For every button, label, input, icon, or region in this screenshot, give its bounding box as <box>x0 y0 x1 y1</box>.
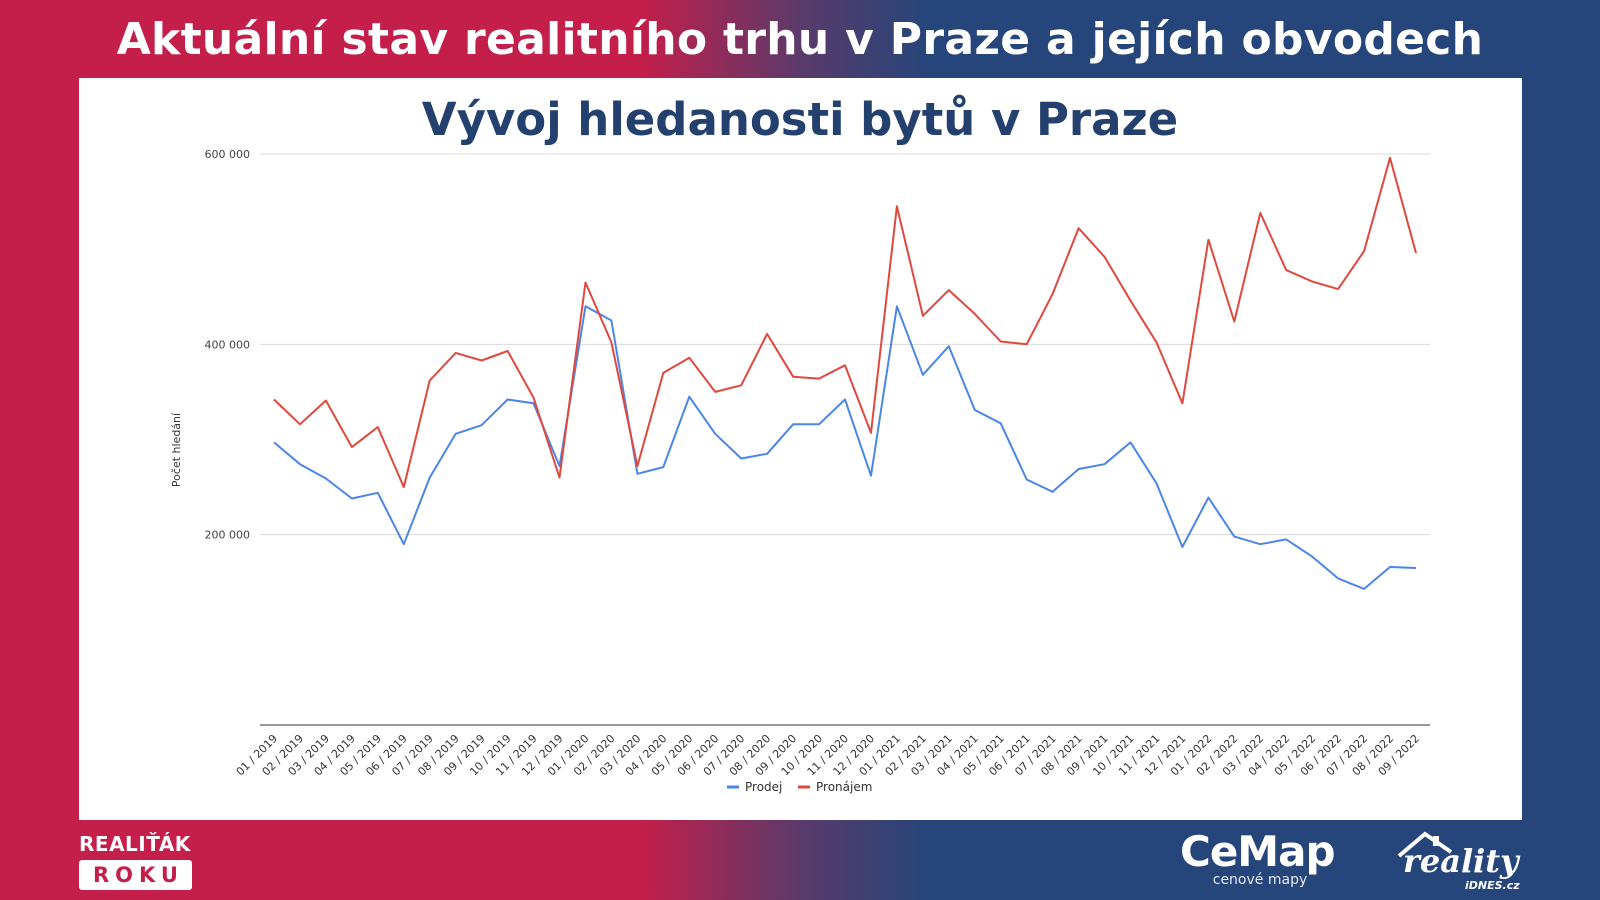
reality-logo-subtitle: iDNES.cz <box>1465 879 1520 892</box>
y-axis-label: Počet hledání <box>170 412 183 487</box>
grid-lines <box>260 153 1430 726</box>
reality-logo-name: reality <box>1403 842 1519 880</box>
chart-title: Vývoj hledanosti bytů v Praze <box>422 93 1178 146</box>
cemap-logo-subtitle: cenové mapy <box>1212 872 1308 888</box>
y-tick-label: 600 000 <box>205 148 251 161</box>
house-roof-icon <box>1397 831 1453 858</box>
y-tick-labels: 200 000 400 000 600 000 <box>205 148 251 542</box>
y-tick-label: 400 000 <box>205 338 251 351</box>
legend-label: Pronájem <box>816 780 872 794</box>
series-line-pronájem <box>273 156 1417 489</box>
realitak-logo-text: REALIŤÁK <box>79 832 191 856</box>
reality-idnes-logo: reality iDNES.cz <box>1395 830 1525 892</box>
banner-title: Aktuální stav realitního trhu v Praze a … <box>116 14 1484 65</box>
line-chart: Vývoj hledanosti bytů v Praze Počet hled… <box>170 93 1430 794</box>
cemap-logo-name: CeMap <box>1180 827 1336 876</box>
legend: Prodej Pronájem <box>727 780 872 794</box>
series-line-prodej <box>273 305 1417 590</box>
roku-logo-text: ROKU <box>79 860 192 890</box>
chart-panel: Vývoj hledanosti bytů v Praze Počet hled… <box>79 78 1522 820</box>
cemap-logo: CeMap cenové mapy <box>1180 830 1340 892</box>
legend-label: Prodej <box>745 780 782 794</box>
realitak-roku-logo: REALIŤÁK ROKU <box>79 832 194 894</box>
series-lines <box>273 156 1417 590</box>
y-tick-label: 200 000 <box>205 529 251 542</box>
